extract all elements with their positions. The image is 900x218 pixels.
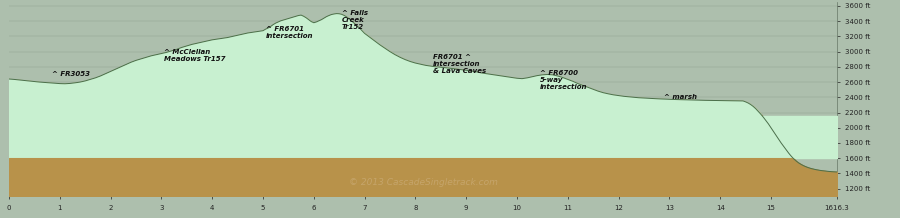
Text: © 2013 CascadeSingletrack.com: © 2013 CascadeSingletrack.com [348,178,498,187]
Text: ^ Falls
Creek
Tr152: ^ Falls Creek Tr152 [342,10,368,30]
Text: ^ McClellan
Meadows Tr157: ^ McClellan Meadows Tr157 [164,49,225,61]
Text: ^ FR3053: ^ FR3053 [52,71,90,77]
Text: FR6701 ^
intersection
& Lava Caves: FR6701 ^ intersection & Lava Caves [433,54,486,75]
Text: ^ FR6700
5-way
intersection: ^ FR6700 5-way intersection [540,70,588,90]
Text: ^ FR6701
intersection: ^ FR6701 intersection [266,26,313,39]
Text: ^ marsh: ^ marsh [664,94,698,100]
